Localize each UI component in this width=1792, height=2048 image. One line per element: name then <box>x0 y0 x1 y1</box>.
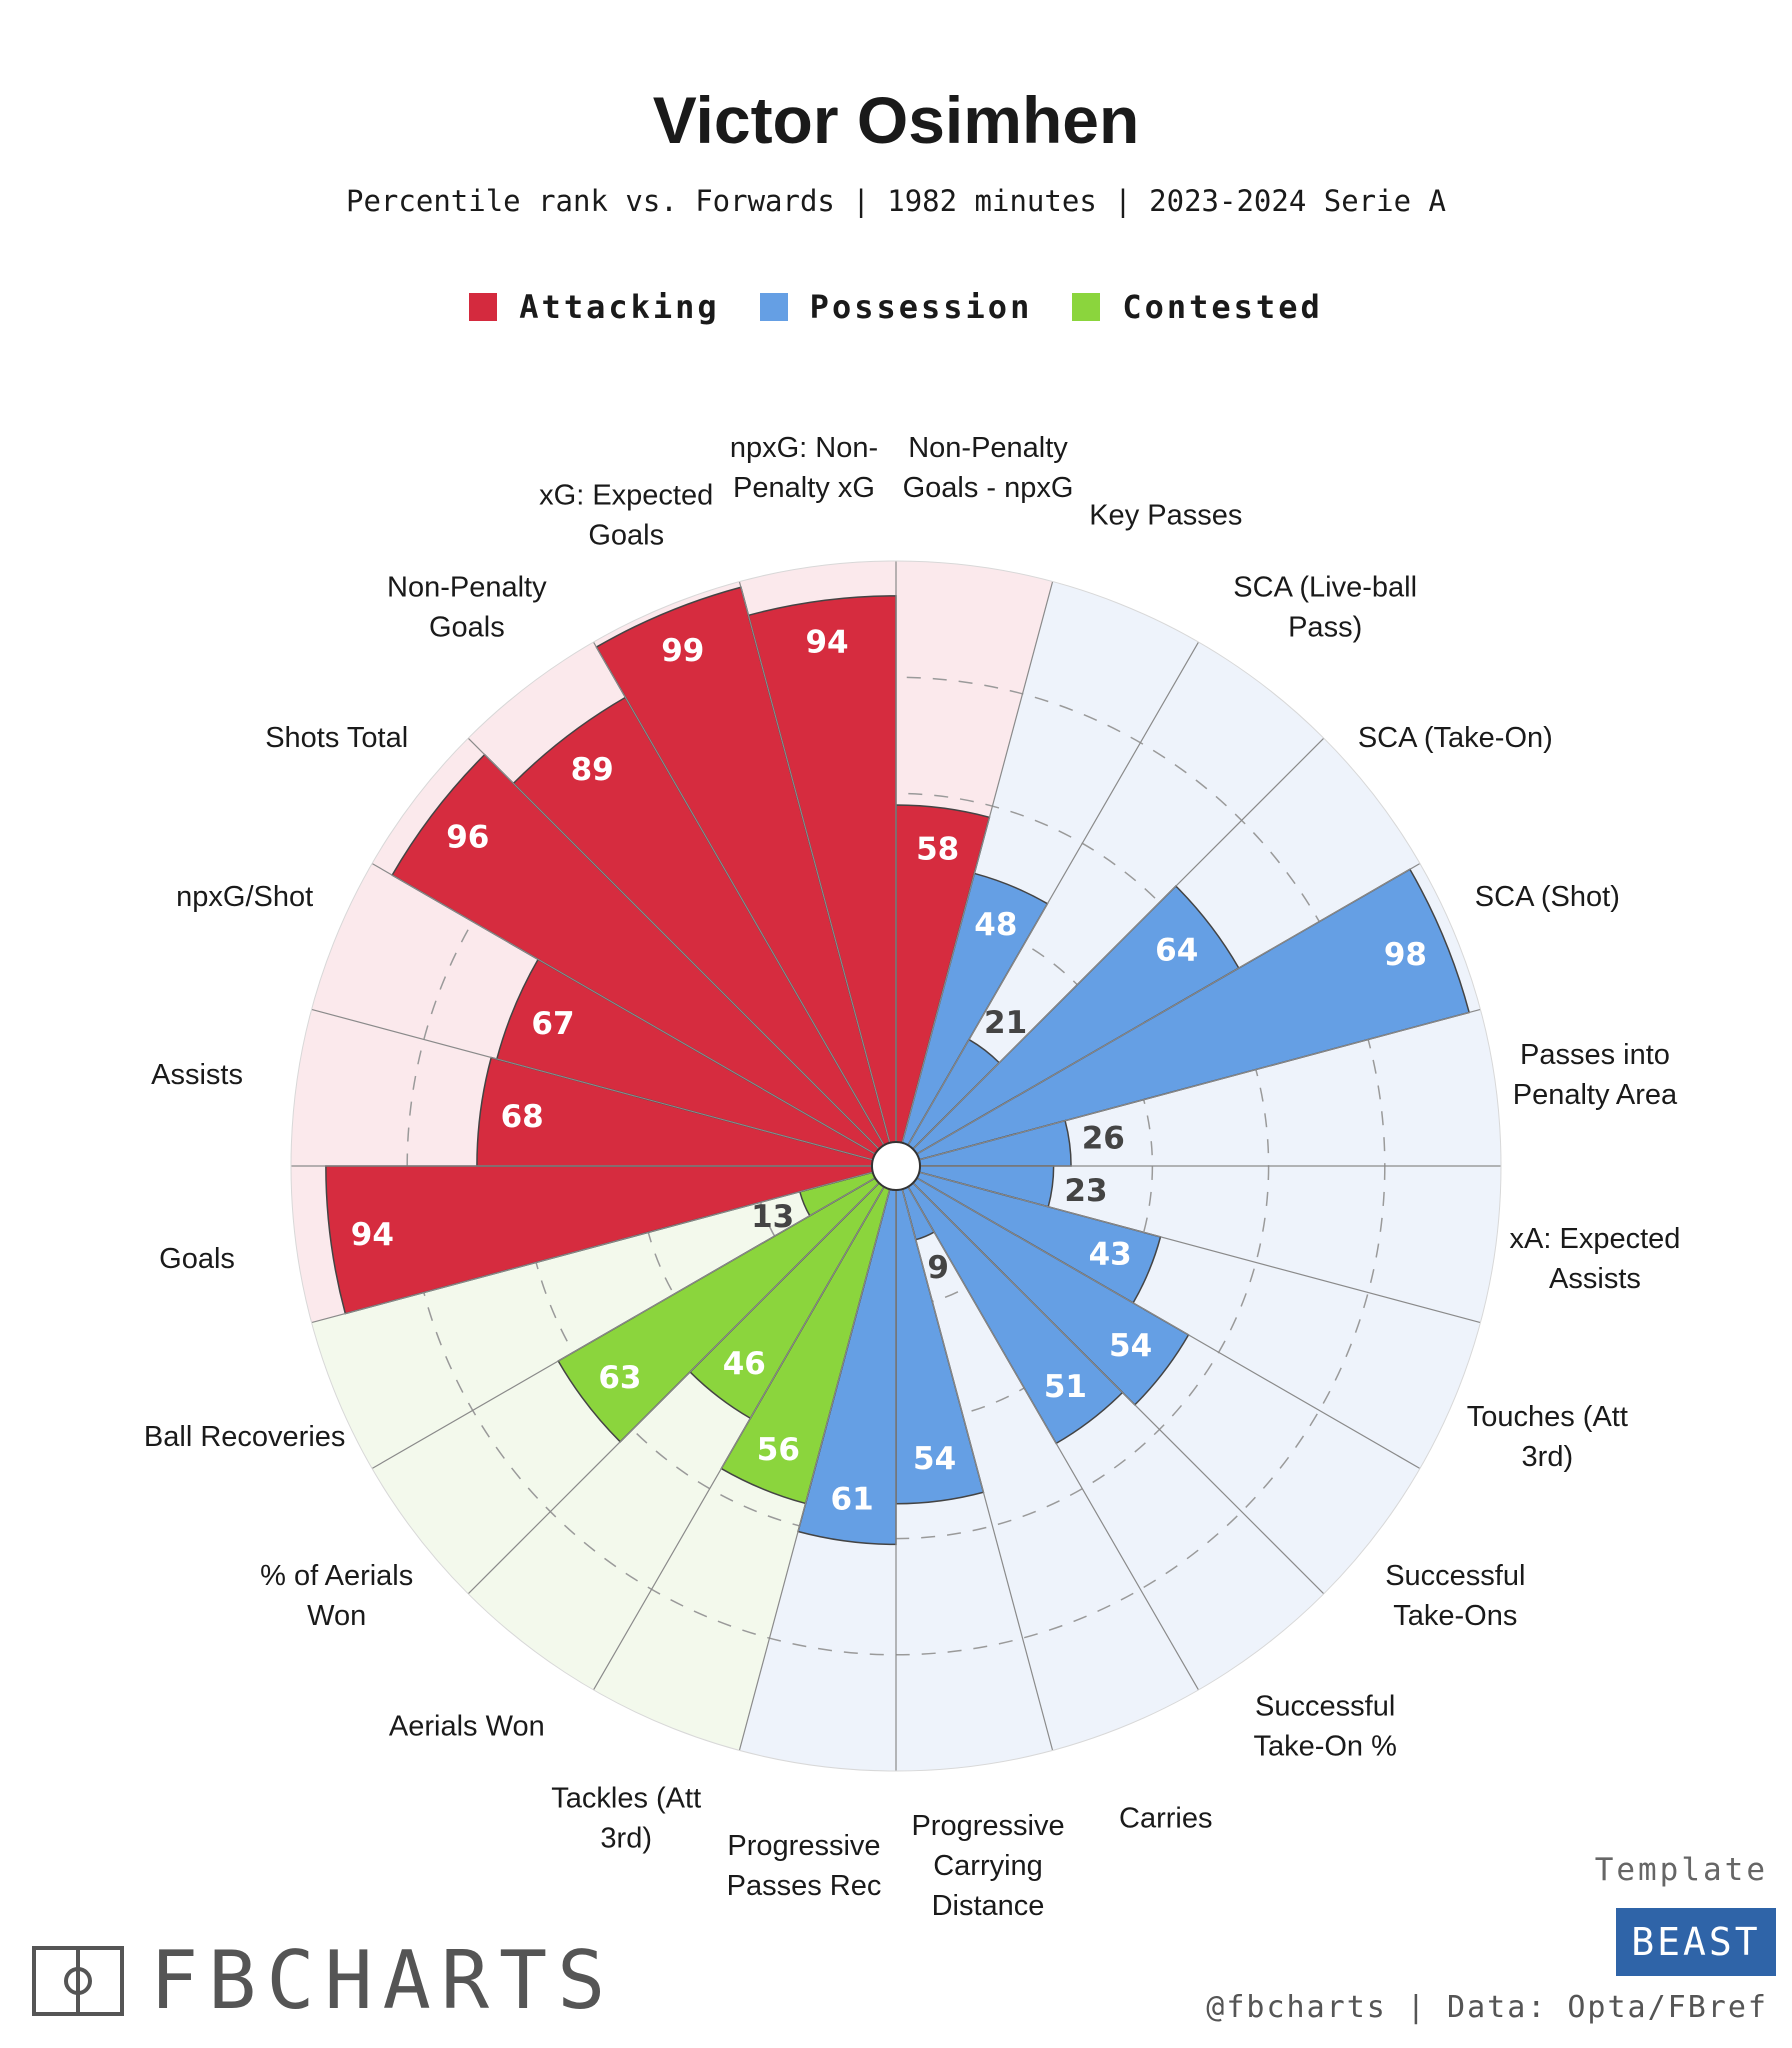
background-wedge <box>902 1186 1199 1751</box>
background-wedge <box>908 642 1324 1150</box>
value-label: 46 <box>723 1346 766 1382</box>
wedge-separator <box>467 737 880 1150</box>
outer-ring <box>290 560 1502 1772</box>
legend-item-possession: Possession <box>759 288 1033 326</box>
wedge-separator <box>912 737 1325 1150</box>
wedge-separator <box>901 1189 1054 1751</box>
wedge-separator <box>907 1186 1200 1691</box>
category-label: Shots Total <box>265 722 408 754</box>
legend-label-contested: Contested <box>1122 288 1323 326</box>
category-label: Passes into Penalty Area <box>1513 1039 1678 1111</box>
value-label: 43 <box>1089 1237 1132 1273</box>
category-label: Aerials Won <box>389 1710 545 1742</box>
category-label: Key Passes <box>1089 500 1242 532</box>
value-label: 54 <box>1109 1328 1152 1364</box>
value-label: 21 <box>984 1005 1027 1041</box>
chart-legend: Attacking Possession Contested <box>0 288 1792 326</box>
data-credit: @fbcharts | Data: Opta/FBref <box>1206 1990 1768 2025</box>
legend-item-attacking: Attacking <box>469 288 719 326</box>
category-label: SCA (Take-On) <box>1358 722 1553 754</box>
category-label: Successful Take-On % <box>1253 1690 1396 1762</box>
fbcharts-logo-text: FBCHARTS <box>150 1934 616 2027</box>
category-label: npxG: Non-Penalty xG <box>730 432 878 504</box>
wedge-separator <box>919 1171 1481 1324</box>
value-label: 56 <box>757 1432 800 1468</box>
legend-label-possession: Possession <box>809 288 1033 326</box>
beast-badge: BEAST <box>1616 1908 1776 1976</box>
wedge-separator <box>738 581 891 1143</box>
category-labels: Non-Penalty Goals - npxG Key Passes SCA (Li… <box>144 432 1680 1922</box>
chart-bars <box>325 586 1471 1546</box>
value-label: 68 <box>501 1099 544 1135</box>
value-label: 64 <box>1155 933 1198 969</box>
page-title: Victor Osimhen <box>652 83 1140 157</box>
wedge-separator <box>592 1186 885 1691</box>
value-label: 51 <box>1044 1369 1087 1405</box>
category-label: SCA (Shot) <box>1475 881 1620 913</box>
value-label: 13 <box>751 1199 794 1235</box>
category-label: Successful Take-Ons <box>1385 1560 1525 1632</box>
page-subtitle: Percentile rank vs. Forwards | 1982 minu… <box>346 184 1446 218</box>
category-label: Tackles (Att 3rd) <box>551 1782 701 1854</box>
wedge-separator <box>916 1177 1421 1470</box>
category-label: Progressive Passes Rec <box>727 1830 882 1902</box>
value-label: 67 <box>531 1006 574 1042</box>
wedge-separator <box>467 1182 880 1595</box>
fbcharts-pitch-icon <box>32 1946 124 2016</box>
background-wedge <box>311 1172 876 1469</box>
legend-swatch-contested <box>1072 293 1101 321</box>
category-label: Carries <box>1119 1802 1212 1834</box>
value-label: 63 <box>598 1360 641 1396</box>
value-label: 58 <box>916 832 959 868</box>
category-label: Non-Penalty Goals - npxG <box>903 432 1074 504</box>
wedge-separator <box>912 1182 1325 1595</box>
value-label: 23 <box>1064 1173 1107 1209</box>
wedge-separator <box>738 1189 891 1751</box>
category-label: xG: Expected Goals <box>539 480 713 552</box>
category-label: Progressive Carrying Distance <box>911 1810 1064 1922</box>
category-label: npxG/Shot <box>176 881 313 913</box>
category-label: xA: Expected Assists <box>1510 1223 1681 1295</box>
category-label: Assists <box>151 1059 243 1091</box>
value-label: 9 <box>927 1250 949 1286</box>
wedge-separator <box>371 1177 876 1470</box>
wedge-separator <box>916 862 1421 1155</box>
value-label: 26 <box>1082 1121 1125 1157</box>
wedge-separator <box>907 641 1200 1146</box>
value-label: 94 <box>351 1217 394 1253</box>
wedge-separators <box>290 560 1502 1772</box>
wedge-separator <box>371 862 876 1155</box>
value-label: 99 <box>661 633 704 669</box>
legend-swatch-attacking <box>469 293 498 321</box>
legend-swatch-possession <box>759 293 788 321</box>
category-label: Ball Recoveries <box>144 1421 345 1453</box>
value-label: 48 <box>974 907 1017 943</box>
value-label: 96 <box>446 819 489 855</box>
value-label: 54 <box>913 1441 956 1477</box>
category-label: Touches (Att 3rd) <box>1467 1401 1628 1473</box>
category-label: Non-Penalty Goals <box>387 572 547 644</box>
legend-label-attacking: Attacking <box>519 288 720 326</box>
value-label: 94 <box>805 624 848 660</box>
legend-item-contested: Contested <box>1072 288 1322 326</box>
category-label: % of Aerials Won <box>260 1560 413 1632</box>
value-label: 89 <box>571 752 614 788</box>
category-label: Goals <box>159 1243 235 1275</box>
wedge-separator <box>311 1171 873 1324</box>
wedge-separator <box>901 581 1054 1143</box>
background-wedge <box>919 1166 1501 1323</box>
value-label: 98 <box>1384 937 1427 973</box>
wedge-separator <box>919 1008 1481 1161</box>
category-label: SCA (Live-ball Pass) <box>1233 572 1417 644</box>
value-label: 61 <box>831 1482 874 1518</box>
center-hole <box>871 1141 921 1191</box>
value-labels: 58 48 21 64 98 26 23 43 54 51 9 54 61 56 46 63 13 94 68 67 9… <box>351 624 1427 1517</box>
wedge-separator <box>311 1008 873 1161</box>
template-label: Template <box>1594 1852 1768 1888</box>
wedge-separator <box>592 641 885 1146</box>
